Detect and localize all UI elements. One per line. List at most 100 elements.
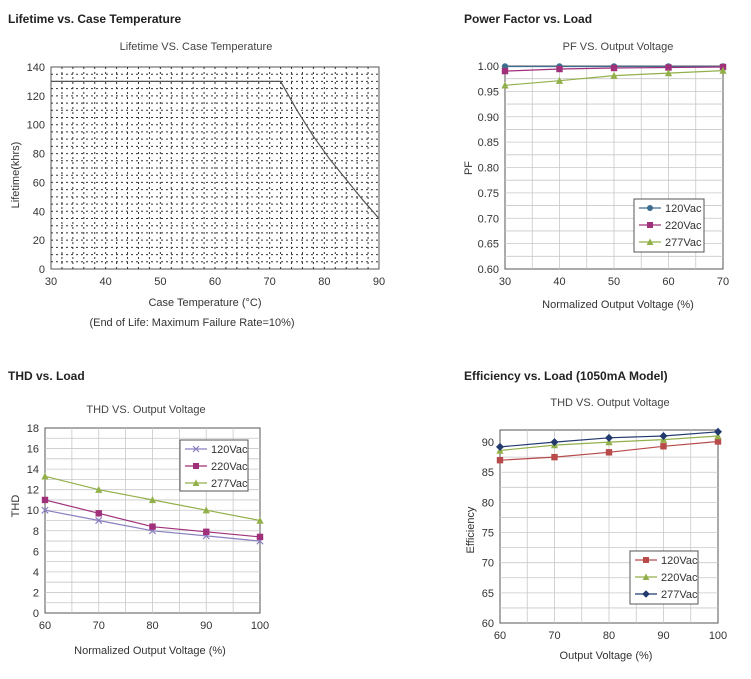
chart1-y-tick-label: 0 (39, 264, 45, 276)
chart3-legend-marker (192, 479, 200, 486)
chart2-series-220Vac-point (501, 67, 509, 75)
chart4-series-277Vac-point (605, 433, 613, 442)
chart4-x-tick-label: 70 (548, 630, 560, 642)
chart1-x-tick-label: 90 (373, 276, 385, 288)
chart4-legend-label: 277Vac (661, 589, 698, 601)
chart4-series-120Vac-point (605, 449, 613, 456)
chart2-y-tick-label: 0.65 (478, 239, 499, 251)
chart2-y-tick-label: 0.90 (478, 112, 499, 124)
chart4-legend-label: 220Vac (661, 572, 698, 584)
chart2-legend-marker (647, 222, 653, 228)
chart1-title: Lifetime VS. Case Temperature (120, 41, 273, 53)
chart4-xlabel: Output Voltage (%) (560, 650, 653, 662)
chart3-x-tick-label: 90 (200, 620, 212, 632)
chart4-title: THD VS. Output Voltage (550, 397, 669, 409)
chart3-series-220Vac-point (41, 496, 49, 504)
chart3-y-tick-label: 12 (27, 485, 39, 497)
chart4-x-tick-label: 80 (603, 630, 615, 642)
chart2-legend-marker (647, 205, 653, 211)
chart2-series-277Vac-point (719, 66, 727, 74)
chart3-legend-label: 120Vac (211, 444, 248, 456)
chart3-y-tick-label: 6 (33, 546, 39, 558)
chart4-legend-marker (643, 557, 649, 563)
chart4-y-tick-label: 75 (482, 528, 494, 540)
chart3-legend-marker (193, 463, 199, 469)
chart4-y-tick-label: 90 (482, 437, 494, 449)
chart2-series-277Vac-point (501, 81, 509, 89)
chart1-x-tick-label: 60 (209, 276, 221, 288)
chart3-title: THD VS. Output Voltage (86, 404, 205, 416)
chart2-y-tick-label: 1.00 (478, 61, 499, 73)
chart4-y-tick-label: 60 (482, 618, 494, 630)
chart2-legend-label: 120Vac (665, 203, 702, 215)
chart1-y-tick-label: 100 (27, 120, 45, 132)
chart1-series-Lifetime-line (51, 80, 380, 219)
chart3-y-tick-label: 18 (27, 423, 39, 435)
chart1-y-tick-label: 60 (33, 177, 45, 189)
chart4-series-277Vac-point (659, 432, 668, 441)
chart2-legend-label: 220Vac (665, 220, 702, 232)
chart3-section-title: THD vs. Load (8, 369, 85, 383)
chart2-x-tick-label: 50 (608, 276, 620, 288)
chart3-series-220Vac-point (149, 523, 156, 530)
chart3-series-277Vac-point (41, 472, 49, 480)
chart2-series-220Vac-point (665, 64, 672, 71)
chart2-series-277Vac-point (555, 76, 564, 84)
chart4-series-277Vac-point (714, 427, 722, 436)
chart2-section-title: Power Factor vs. Load (464, 12, 592, 26)
chart4-x-tick-label: 60 (494, 630, 506, 642)
chart2-y-tick-label: 0.80 (478, 163, 499, 175)
chart3-y-tick-label: 16 (27, 444, 39, 456)
chart2-y-tick-label: 0.70 (478, 213, 499, 225)
chart2-y-tick-label: 0.75 (478, 188, 499, 200)
chart4-y-tick-label: 70 (482, 558, 494, 570)
chart1-y-tick-label: 80 (33, 149, 45, 161)
chart3-y-tick-label: 2 (33, 587, 39, 599)
chart3-y-tick-label: 8 (33, 526, 39, 538)
chart2-x-tick-label: 30 (499, 276, 511, 288)
chart4-y-tick-label: 65 (482, 588, 494, 600)
chart1-section-title: Lifetime vs. Case Temperature (8, 12, 182, 26)
chart4-ylabel: Efficiency (465, 506, 477, 553)
chart1-y-tick-label: 140 (27, 62, 45, 74)
chart1-y-tick-label: 120 (27, 91, 45, 103)
chart2-x-tick-label: 70 (717, 276, 729, 288)
chart3-y-tick-label: 14 (27, 464, 39, 476)
chart3-series-220Vac-point (256, 533, 264, 541)
chart3-series-277Vac-point (256, 516, 264, 524)
chart3-series-120Vac-point (41, 506, 49, 514)
chart3-ylabel: THD (10, 495, 22, 518)
chart3-legend-marker (192, 445, 200, 453)
chart4-section-title: Efficiency vs. Load (1050mA Model) (464, 369, 668, 383)
chart2-y-tick-label: 0.95 (478, 86, 499, 98)
chart2-legend-label: 277Vac (665, 237, 702, 249)
chart2-xlabel: Normalized Output Voltage (%) (542, 299, 694, 311)
chart4-legend-marker (642, 573, 650, 580)
chart4-series-120Vac-point (660, 443, 667, 450)
chart3-x-tick-label: 100 (251, 620, 269, 632)
chart4-legend-label: 120Vac (661, 555, 698, 567)
chart2-x-tick-label: 40 (553, 276, 565, 288)
chart2-y-tick-label: 0.85 (478, 137, 499, 149)
chart2-series-220Vac-point (610, 64, 618, 72)
chart3-y-tick-label: 0 (33, 608, 39, 620)
chart3-series-120Vac-point (95, 516, 103, 525)
chart3-series-277Vac-point (202, 506, 210, 514)
chart1-x-tick-label: 70 (264, 276, 276, 288)
chart3-legend-label: 277Vac (211, 478, 248, 490)
chart3-legend-label: 220Vac (211, 461, 248, 473)
chart2-ylabel: PF (463, 161, 475, 175)
chart2-series-277Vac-point (664, 69, 673, 77)
chart1-x-tick-label: 50 (154, 276, 166, 288)
chart3-xlabel: Normalized Output Voltage (%) (74, 645, 226, 657)
chart1-x-tick-label: 40 (100, 276, 112, 288)
chart4-series-120Vac-point (714, 438, 722, 445)
chart3-series-220Vac-point (203, 528, 210, 536)
chart4-y-tick-label: 85 (482, 467, 494, 479)
chart2-title: PF VS. Output Voltage (563, 41, 674, 53)
chart1-x-tick-label: 30 (45, 276, 57, 288)
chart1-y-tick-label: 40 (33, 206, 45, 218)
chart4-x-tick-label: 90 (657, 630, 669, 642)
chart2-x-tick-label: 60 (662, 276, 674, 288)
